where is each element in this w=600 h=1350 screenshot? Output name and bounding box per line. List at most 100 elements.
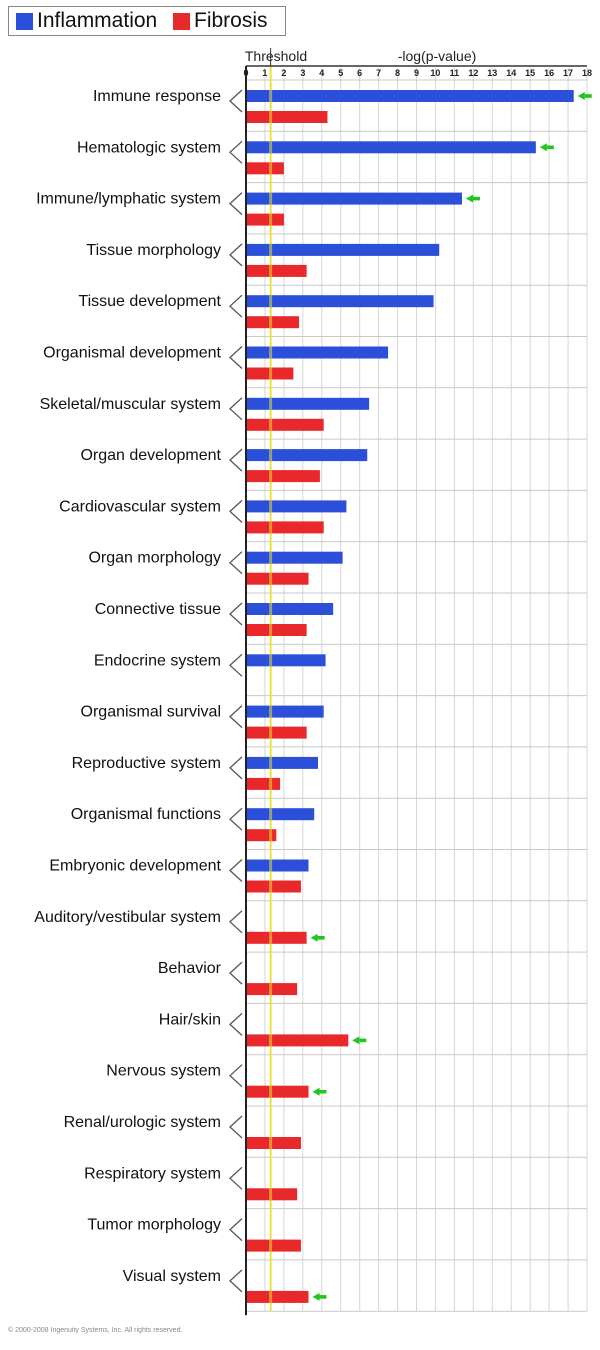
chevron-left-icon [229, 499, 243, 523]
highlight-arrow-icon [352, 1036, 360, 1045]
threshold-overlap [269, 1239, 273, 1252]
x-tick-label: 17 [563, 68, 573, 78]
highlight-arrow-icon [539, 143, 547, 152]
bar-inflammation [246, 551, 343, 564]
bar-fibrosis [246, 1137, 301, 1149]
chevron-left-icon [229, 1115, 243, 1139]
legend-swatch-inflammation [16, 13, 33, 30]
threshold-overlap [269, 1188, 273, 1201]
category-label: Immune/lymphatic system [36, 191, 221, 208]
bar-inflammation [246, 397, 370, 410]
threshold-overlap [269, 829, 273, 842]
bar-inflammation [246, 654, 326, 667]
threshold-overlap [269, 470, 273, 483]
threshold-overlap [269, 1085, 273, 1098]
chevron-left-icon [229, 910, 243, 934]
threshold-overlap [269, 1290, 273, 1303]
x-tick-label: 12 [468, 68, 478, 78]
bar-fibrosis [246, 470, 320, 483]
threshold-overlap [269, 859, 273, 872]
chevron-left-icon [229, 89, 243, 113]
chevron-left-icon [229, 192, 243, 216]
bar-fibrosis [246, 162, 284, 175]
threshold-overlap [269, 90, 273, 102]
threshold-overlap [269, 111, 273, 123]
x-tick-label: 3 [300, 68, 305, 78]
chevron-left-icon [229, 1269, 243, 1293]
category-label: Tissue morphology [86, 242, 221, 259]
x-tick-label: 16 [544, 68, 554, 78]
bar-inflammation [246, 603, 334, 615]
bar-fibrosis [246, 624, 307, 636]
category-label: Reproductive system [72, 755, 221, 772]
chevron-left-icon [229, 807, 243, 831]
threshold-overlap [269, 213, 273, 226]
chevron-left-icon [229, 294, 243, 318]
bar-fibrosis [246, 572, 309, 585]
x-axis: 0123456789101112131415161718 [243, 65, 592, 1316]
category-label: Immune response [93, 88, 221, 105]
chevron-left-icon [229, 602, 243, 626]
bar-fibrosis [246, 1085, 309, 1098]
bar-fibrosis [246, 931, 307, 944]
x-tick-label: 9 [414, 68, 419, 78]
bar-fibrosis [246, 264, 307, 277]
legend-label-inflammation: Inflammation [37, 9, 158, 32]
highlight-arrow-icon [317, 936, 325, 940]
threshold-overlap [269, 726, 273, 739]
category-label: Visual system [123, 1268, 221, 1285]
legend: Inflammation Fibrosis [8, 6, 286, 36]
highlight-arrow-icon [312, 1087, 320, 1096]
category-label: Hair/skin [159, 1011, 221, 1028]
chevron-left-icon [229, 1218, 243, 1242]
threshold-overlap [269, 141, 273, 154]
threshold-overlap [269, 603, 273, 615]
bar-inflammation [246, 243, 440, 256]
bar-inflammation [246, 449, 368, 462]
category-label: Skeletal/muscular system [40, 396, 221, 413]
x-tick-label: 2 [281, 68, 286, 78]
x-axis-title: -log(p-value) [398, 48, 477, 64]
chevron-left-icon [229, 243, 243, 267]
category-label: Organ morphology [88, 550, 221, 567]
highlight-arrow-icon [310, 933, 318, 942]
threshold-overlap [269, 654, 273, 667]
threshold-overlap [269, 264, 273, 277]
threshold-overlap [269, 777, 273, 790]
bar-fibrosis [246, 829, 277, 842]
threshold-overlap [269, 705, 273, 718]
bar-inflammation [246, 756, 318, 769]
bar-fibrosis [246, 1290, 309, 1303]
highlight-arrow-icon [359, 1038, 367, 1043]
x-tick-label: 5 [338, 68, 343, 78]
highlight-arrow-icon [577, 92, 585, 100]
chevron-left-icon [229, 140, 243, 164]
chevron-left-icon [229, 653, 243, 677]
bar-inflammation [246, 346, 389, 359]
bar-fibrosis [246, 880, 301, 893]
category-label: Embryonic development [49, 858, 221, 875]
highlight-arrow-icon [472, 196, 480, 201]
chevron-left-icon [229, 1064, 243, 1088]
chevron-left-icon [229, 756, 243, 780]
highlight-arrow-icon [319, 1089, 327, 1094]
threshold-label: Threshold [245, 48, 307, 64]
threshold-overlap [269, 983, 273, 996]
threshold-overlap [269, 551, 273, 564]
threshold-overlap [269, 346, 273, 359]
threshold-overlap [269, 243, 273, 256]
x-tick-label: 8 [395, 68, 400, 78]
x-tick-label: 18 [582, 68, 592, 78]
category-label: Organismal development [43, 345, 221, 362]
threshold-overlap [269, 192, 273, 205]
highlight-arrow-icon [312, 1292, 320, 1301]
highlight-arrow-icon [584, 94, 592, 98]
highlight-arrow-icon [319, 1295, 327, 1299]
category-label: Endocrine system [94, 652, 221, 669]
threshold-overlap [269, 808, 273, 821]
bar-inflammation [246, 500, 347, 513]
x-tick-label: 11 [450, 68, 460, 78]
x-tick-label: 10 [430, 68, 440, 78]
bar-fibrosis [246, 777, 281, 790]
category-label: Connective tissue [95, 601, 221, 618]
